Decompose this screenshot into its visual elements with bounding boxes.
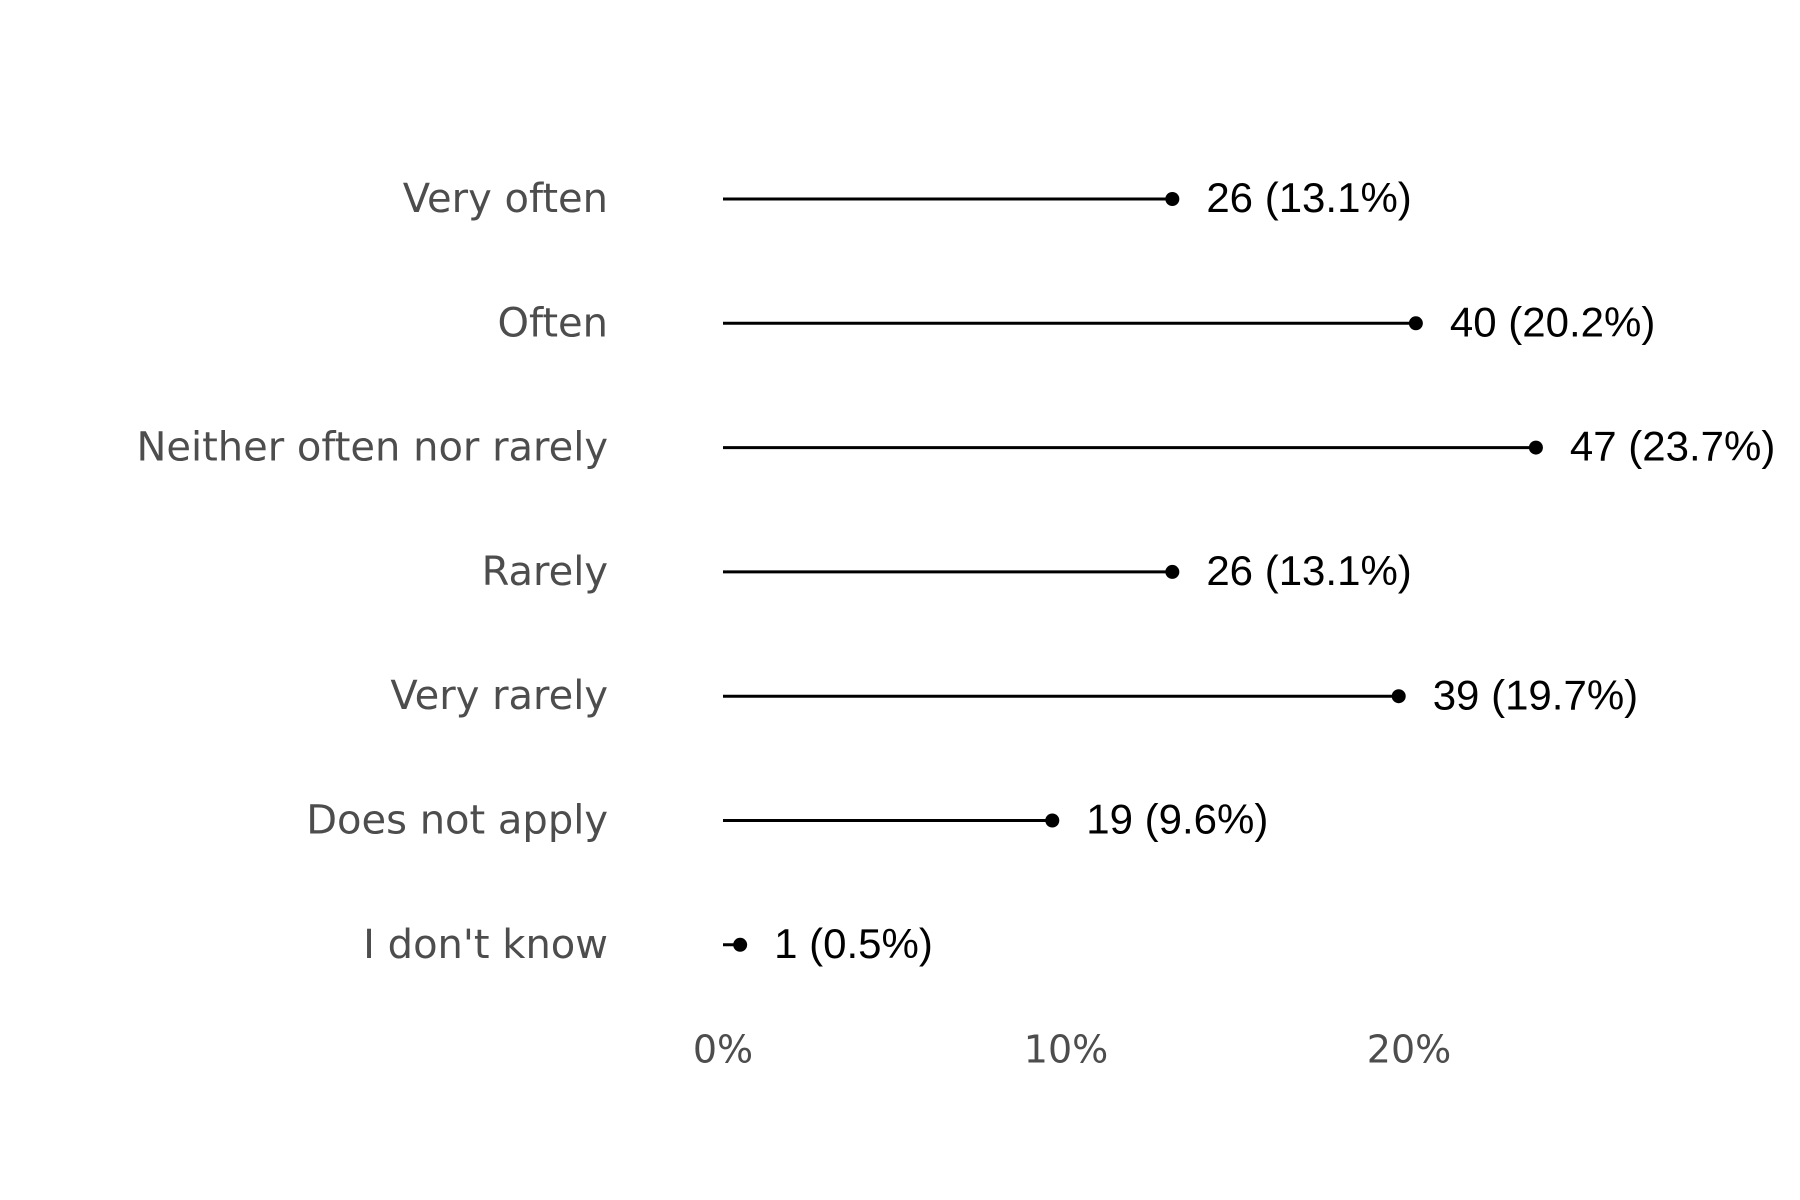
category-label: Neither often nor rarely [136,425,608,471]
lollipop-dot [733,937,748,952]
lollipop-dot [1165,192,1180,206]
value-label: 40 (20.2%) [1450,298,1655,345]
lollipop-dot [1528,440,1543,455]
lollipop-dot [1165,564,1180,579]
x-tick-label: 10% [1024,1028,1108,1072]
value-label: 26 (13.1%) [1206,174,1411,221]
x-tick-label: 0% [693,1028,753,1072]
lollipop-dot [1408,316,1423,331]
lollipop-dot [1391,689,1406,704]
category-label: Rarely [482,549,608,595]
category-label: Very often [403,176,608,222]
value-label: 1 (0.5%) [774,920,933,967]
category-label: Often [497,300,608,346]
category-label: Very rarely [390,673,608,719]
lollipop-dot [1045,813,1060,828]
value-label: 39 (19.7%) [1433,671,1638,718]
value-label: 19 (9.6%) [1086,796,1268,843]
x-tick-label: 20% [1367,1028,1451,1072]
category-label: Does not apply [306,798,608,844]
value-label: 26 (13.1%) [1206,547,1411,594]
category-label: I don't know [363,922,608,968]
value-label: 47 (23.7%) [1570,423,1775,470]
